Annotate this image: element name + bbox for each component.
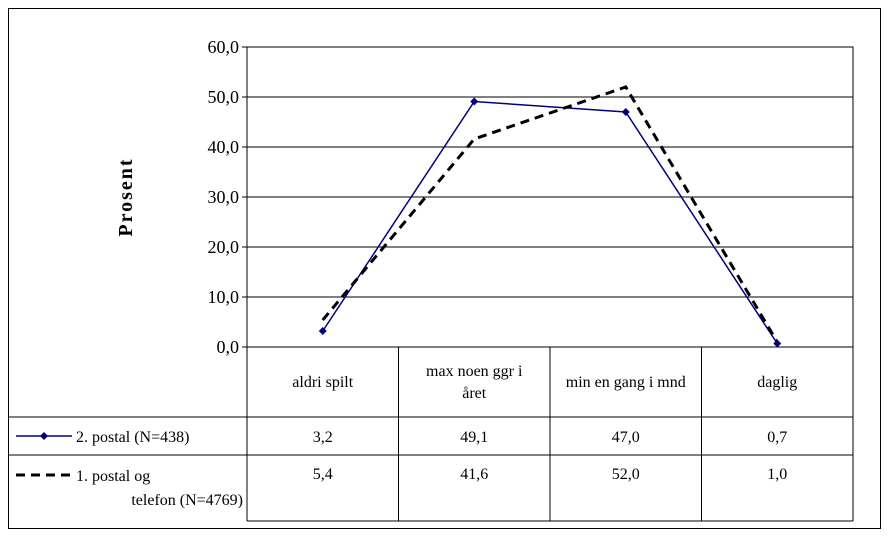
category-label: aldri spilt bbox=[292, 374, 353, 391]
y-tick-label: 30,0 bbox=[208, 187, 240, 207]
data-point bbox=[621, 108, 630, 116]
y-axis-label: Prosent bbox=[115, 157, 137, 236]
y-tick-label: 10,0 bbox=[208, 287, 240, 307]
table-cell-value: 49,1 bbox=[460, 429, 488, 446]
series-line bbox=[322, 100, 778, 344]
table-cell-value: 41,6 bbox=[460, 466, 488, 483]
y-tick-label: 0,0 bbox=[217, 337, 240, 357]
table-cell-value: 3,2 bbox=[313, 429, 333, 446]
y-tick-label: 50,0 bbox=[208, 87, 240, 107]
category-label: max noen ggr i bbox=[426, 363, 523, 380]
table-cell-value: 1,0 bbox=[767, 466, 787, 483]
data-point bbox=[470, 97, 479, 106]
chart-frame bbox=[8, 8, 881, 529]
y-tick-label: 40,0 bbox=[208, 137, 240, 157]
legend-marker bbox=[40, 432, 48, 440]
series-line bbox=[321, 85, 779, 343]
table-cell-value: 47,0 bbox=[612, 429, 640, 446]
table-cell-value: 5,4 bbox=[313, 466, 333, 483]
category-label: daglig bbox=[757, 374, 797, 391]
table-cell-value: 0,7 bbox=[767, 429, 787, 446]
data-point bbox=[318, 327, 327, 335]
category-label: min en gang i mnd bbox=[566, 374, 686, 391]
category-label: året bbox=[462, 385, 487, 402]
legend-label: 2. postal (N=438) bbox=[76, 429, 189, 446]
legend-label: 1. postal og bbox=[76, 468, 150, 485]
table-cell-value: 52,0 bbox=[612, 466, 640, 483]
legend-label: telefon (N=4769) bbox=[131, 492, 243, 509]
y-tick-label: 20,0 bbox=[208, 237, 240, 257]
y-tick-label: 60,0 bbox=[208, 37, 240, 57]
